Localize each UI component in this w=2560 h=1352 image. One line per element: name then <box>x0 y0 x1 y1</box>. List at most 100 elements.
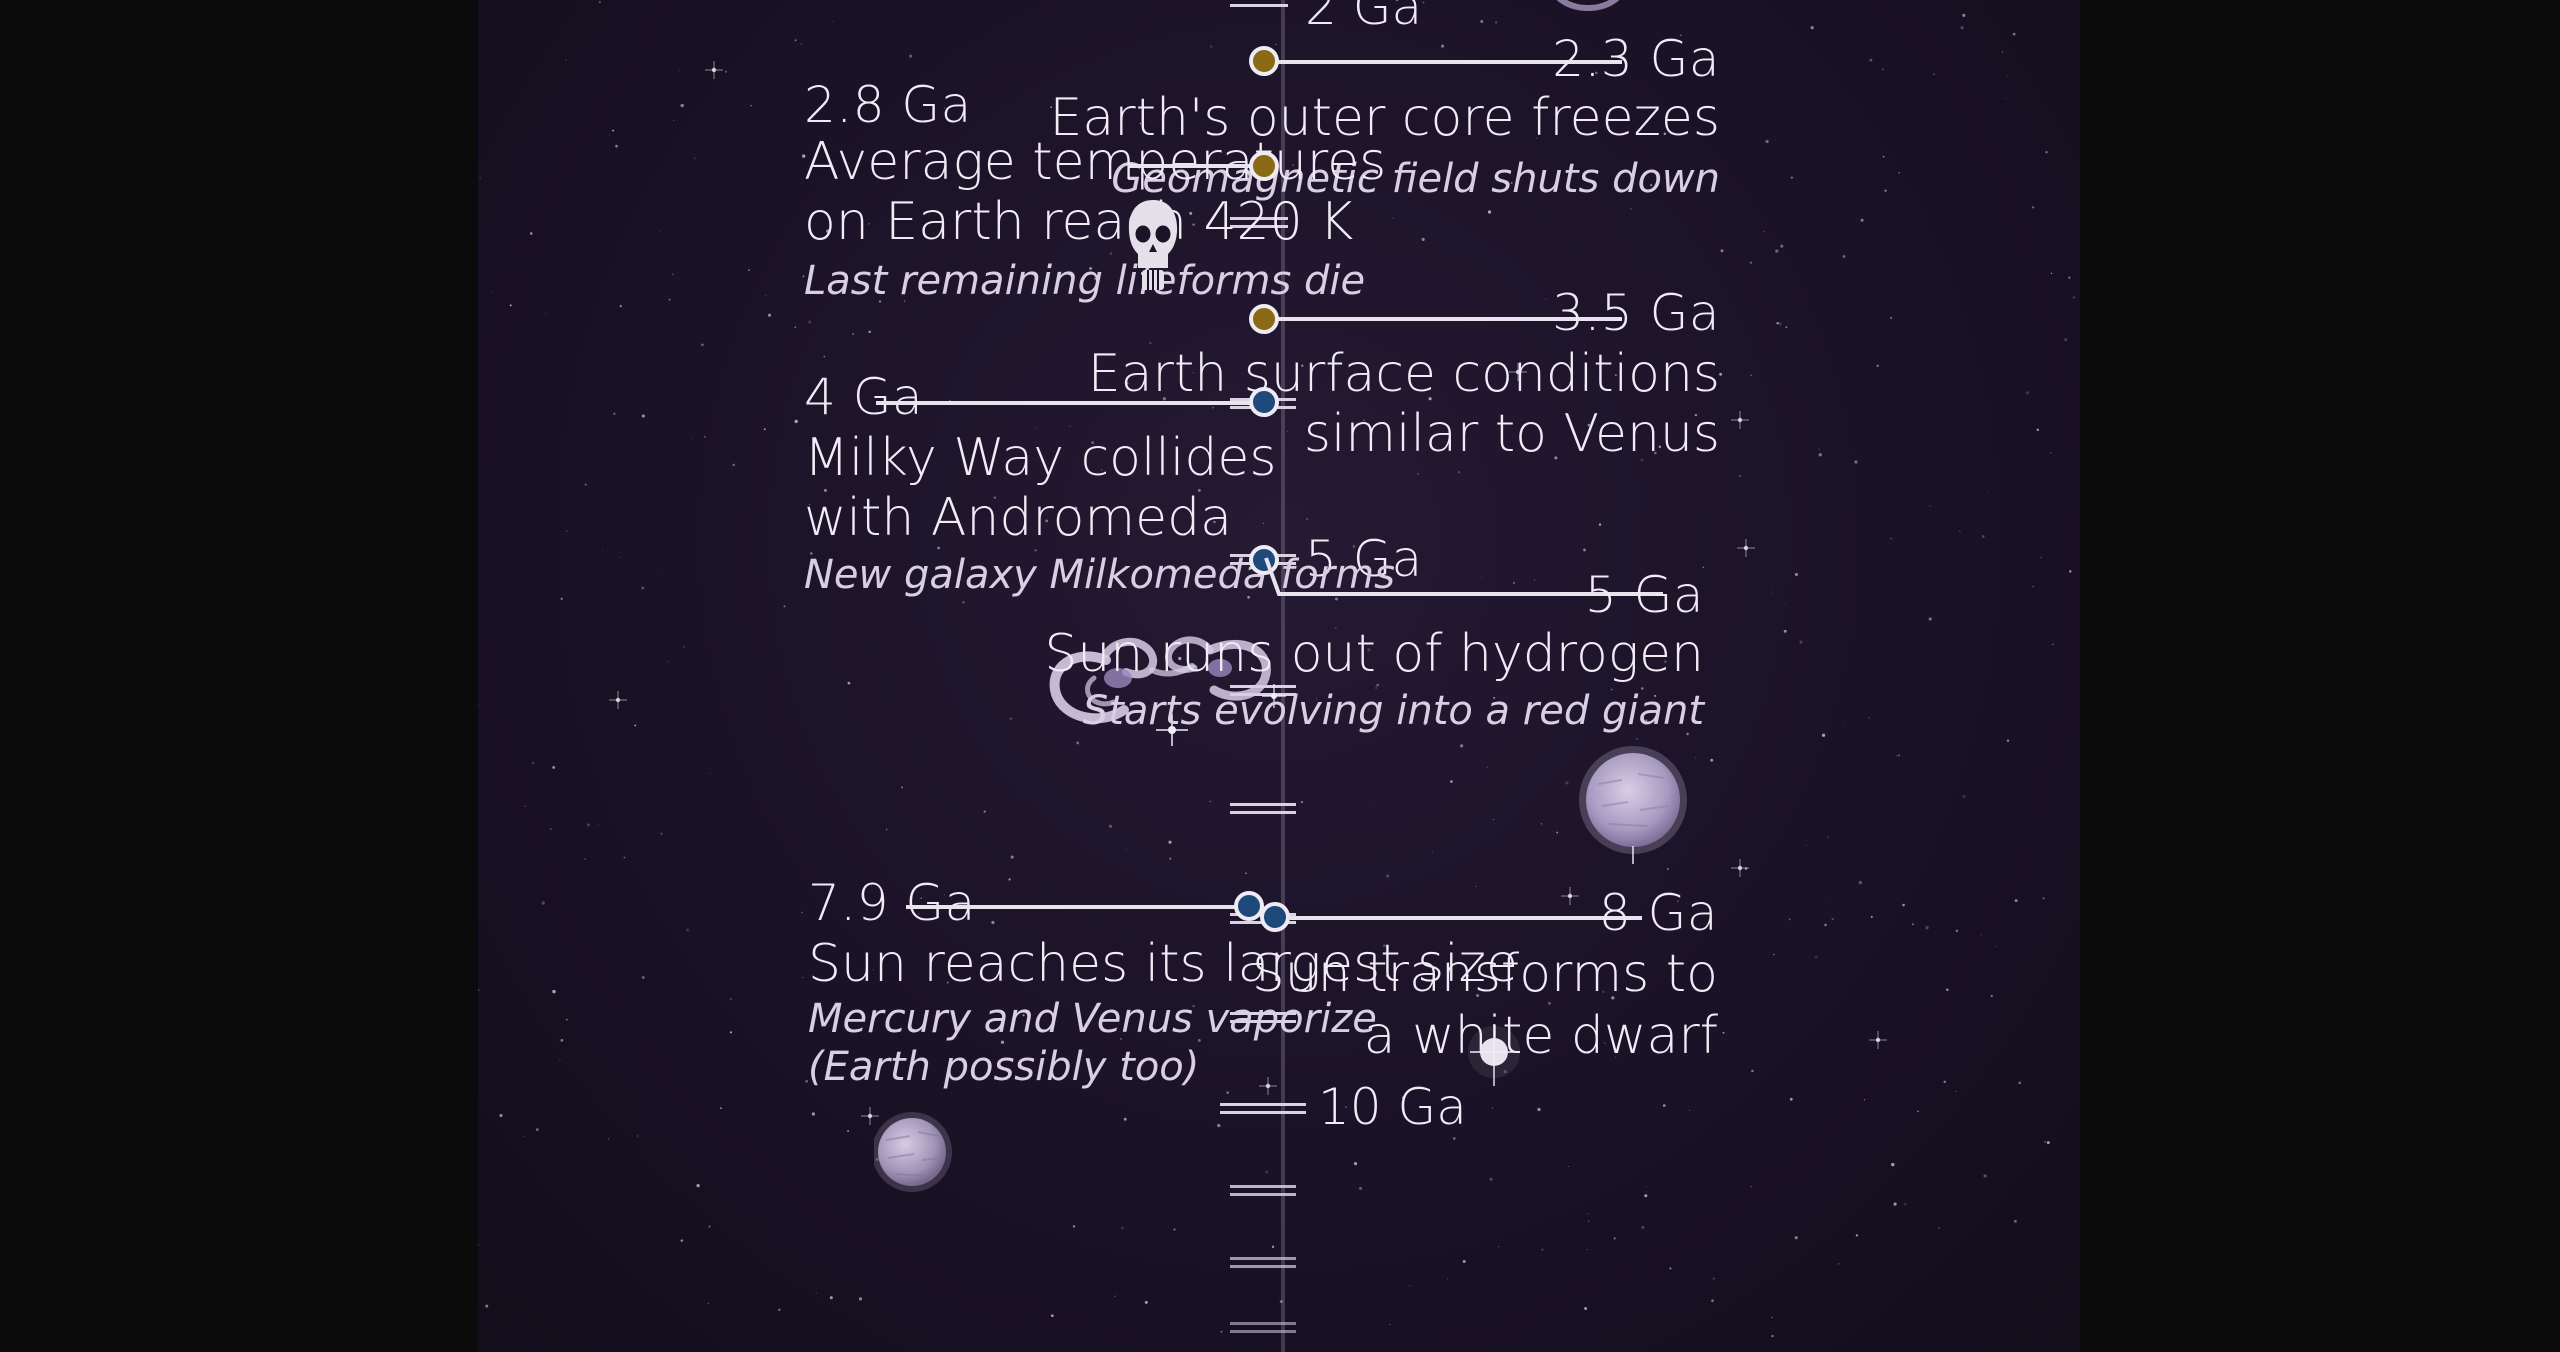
star-dot <box>1587 1213 1589 1215</box>
star-dot <box>1824 923 1827 927</box>
star-dot <box>1805 844 1807 846</box>
event-subtitle: (Earth possibly too) <box>808 1044 1200 1090</box>
connector-line <box>1278 60 1622 64</box>
star-dot <box>1737 865 1743 871</box>
star-dot <box>1339 169 1343 172</box>
event-title: with Andromeda <box>804 488 1232 548</box>
event-marker-andromeda[interactable] <box>1249 387 1279 417</box>
star-dot <box>478 1244 479 1246</box>
star-dot <box>794 419 798 424</box>
star-dot <box>586 823 591 827</box>
star-dot <box>615 697 621 703</box>
star-dot <box>1669 1267 1672 1270</box>
star-dot <box>708 1225 711 1228</box>
event-marker-temperature[interactable] <box>1249 151 1279 181</box>
star-dot <box>1645 1186 1647 1188</box>
event-title: Earth's outer core freezes <box>1049 88 1721 148</box>
star-dot <box>1279 1299 1283 1304</box>
star-dot <box>1265 1083 1271 1089</box>
star-dot <box>1933 73 1936 76</box>
star-dot <box>2042 897 2045 900</box>
star-dot <box>1102 263 1104 265</box>
star-dot <box>1750 1185 1752 1188</box>
event-title: Sun reaches its largest size <box>808 934 1518 994</box>
star-dot <box>1401 1096 1405 1099</box>
star-dot <box>1676 899 1680 903</box>
star-dot <box>559 1058 561 1061</box>
star-dot <box>499 1113 503 1118</box>
star-dot <box>1072 1225 1076 1228</box>
star-dot <box>1515 369 1521 375</box>
star-dot <box>1583 548 1586 552</box>
star-dot <box>1432 851 1434 853</box>
star-dot <box>1881 68 1884 71</box>
star-dot <box>1710 758 1714 762</box>
star-dot <box>1386 874 1390 878</box>
axis-tick <box>1230 1012 1296 1023</box>
event-marker-core[interactable] <box>1249 46 1279 76</box>
event-marker-hydrogen[interactable] <box>1249 545 1279 575</box>
star-dot <box>1263 522 1265 525</box>
event-marker-venus[interactable] <box>1249 304 1279 334</box>
star-dot <box>641 976 645 979</box>
star-dot <box>660 832 663 836</box>
star-dot <box>871 885 873 887</box>
star-dot <box>875 1157 879 1161</box>
star-dot <box>1446 1278 1448 1280</box>
star-dot <box>1587 423 1591 427</box>
starfield-background <box>478 0 2076 1338</box>
star-dot <box>1510 181 1513 185</box>
star-dot <box>680 1239 684 1242</box>
star-dot <box>1123 1117 1127 1121</box>
star-dot <box>1169 857 1172 860</box>
connector-line <box>1288 916 1642 920</box>
star-dot <box>1050 1314 1054 1318</box>
star-dot <box>1301 364 1304 367</box>
star-dot <box>1480 577 1483 579</box>
star-dot <box>1126 382 1129 385</box>
star-dot <box>478 989 480 992</box>
star-dot <box>724 70 728 73</box>
axis-tick <box>1230 1322 1296 1333</box>
star-dot <box>597 824 600 826</box>
star-dot <box>1694 413 1698 417</box>
star-dot <box>1162 397 1167 401</box>
star-dot <box>634 724 637 727</box>
star-dot <box>1680 34 1682 36</box>
star-dot <box>1540 822 1543 825</box>
star-dot <box>1917 1110 1919 1113</box>
star-dot <box>1673 970 1676 973</box>
star-dot <box>1666 868 1669 870</box>
connector-line <box>1128 164 1263 168</box>
event-age: 8 Ga <box>1598 884 1718 942</box>
star-dot <box>1818 453 1822 457</box>
star-dot <box>1300 800 1304 804</box>
star-dot <box>1462 1260 1466 1263</box>
event-title: Earth surface conditions <box>1087 344 1720 404</box>
star-dot <box>1034 549 1037 552</box>
star-dot <box>1603 1042 1606 1045</box>
event-title: Milky Way collides <box>804 428 1277 488</box>
event-marker-largest[interactable] <box>1234 891 1264 921</box>
star-dot <box>1192 372 1194 374</box>
star-dot <box>1613 1237 1616 1240</box>
star-dot <box>1810 26 1814 30</box>
star-dot <box>1778 322 1782 326</box>
star-dot <box>946 981 949 984</box>
star-dot <box>1653 694 1657 698</box>
star-dot <box>1860 218 1864 222</box>
star-dot <box>1842 726 1844 728</box>
star-dot <box>729 1031 732 1034</box>
star-dot <box>1091 441 1095 445</box>
star-dot <box>1799 640 1803 644</box>
star-dot <box>1630 208 1632 210</box>
star-dot <box>552 765 556 769</box>
red-giant-icon <box>1579 746 1687 864</box>
star-dot <box>1720 249 1724 253</box>
star-dot <box>1650 184 1653 187</box>
star-dot <box>1960 26 1964 30</box>
star-dot <box>1306 517 1309 520</box>
event-marker-white-dwarf[interactable] <box>1260 902 1290 932</box>
star-dot <box>1271 1245 1275 1249</box>
star-dot <box>1475 885 1477 887</box>
